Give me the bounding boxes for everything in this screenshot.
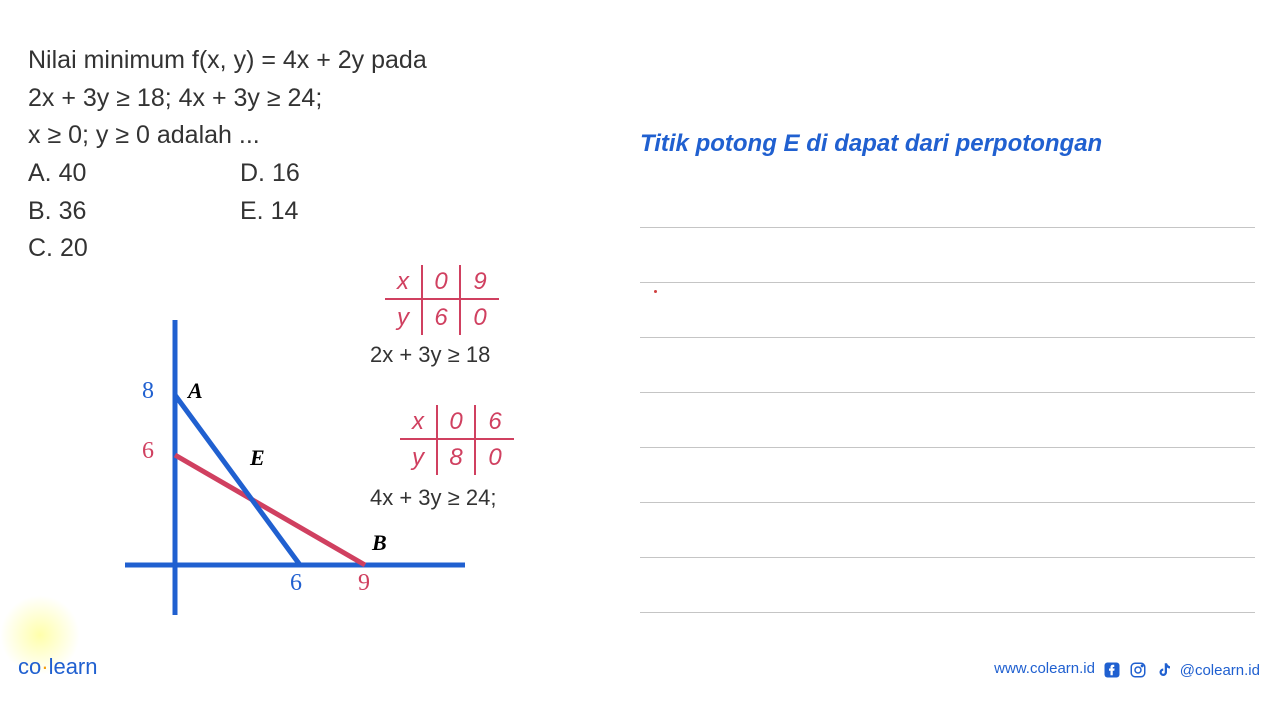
answer-e: E. 14 — [240, 193, 300, 231]
note-line — [640, 558, 1255, 613]
note-line — [640, 283, 1255, 338]
intercept-table-2: x 0 6 y 8 0 — [400, 405, 514, 475]
x-label-6: 6 — [290, 570, 302, 597]
note-line — [640, 228, 1255, 283]
footer: co·learn www.colearn.id @colearn.id — [0, 665, 1280, 705]
t1-x1: 0 — [423, 265, 461, 300]
instagram-icon — [1128, 660, 1148, 680]
problem-line2: 2x + 3y ≥ 18; 4x + 3y ≥ 24; — [28, 80, 427, 118]
problem-line1: Nilai minimum f(x, y) = 4x + 2y pada — [28, 42, 427, 80]
constraint-line-2 — [175, 395, 300, 565]
answers-col1: A. 40 B. 36 C. 20 — [28, 155, 88, 268]
y-label-8: 8 — [142, 378, 154, 405]
problem-text: Nilai minimum f(x, y) = 4x + 2y pada 2x … — [28, 42, 427, 155]
social-handle: @colearn.id — [1180, 662, 1260, 679]
logo-learn: learn — [49, 654, 98, 679]
x-label-9: 9 — [358, 570, 370, 597]
answer-c: C. 20 — [28, 230, 88, 268]
problem-line3: x ≥ 0; y ≥ 0 adalah ... — [28, 117, 427, 155]
equation-2: 4x + 3y ≥ 24; — [370, 485, 496, 511]
t2-y-label: y — [400, 440, 438, 475]
logo-dot: · — [41, 654, 48, 679]
note-line — [640, 173, 1255, 228]
answer-b: B. 36 — [28, 193, 88, 231]
t1-y1: 6 — [423, 300, 461, 335]
equation-1: 2x + 3y ≥ 18 — [370, 342, 490, 368]
t2-x1: 0 — [438, 405, 476, 440]
intercept-table-1: x 0 9 y 6 0 — [385, 265, 499, 335]
t1-y-label: y — [385, 300, 423, 335]
constraint-line-1 — [175, 455, 365, 565]
note-line — [640, 338, 1255, 393]
notes-title: Titik potong E di dapat dari perpotongan — [640, 130, 1255, 158]
logo: co·learn — [18, 654, 98, 680]
note-line — [640, 448, 1255, 503]
t2-y2: 0 — [476, 440, 514, 475]
facebook-icon — [1102, 660, 1122, 680]
answers-col2: D. 16 E. 14 — [240, 155, 300, 230]
t2-x-label: x — [400, 405, 438, 440]
answer-d: D. 16 — [240, 155, 300, 193]
point-b-label: B — [372, 530, 387, 556]
t2-x2: 6 — [476, 405, 514, 440]
note-line — [640, 503, 1255, 558]
logo-co: co — [18, 654, 41, 679]
answer-a: A. 40 — [28, 155, 88, 193]
note-line — [640, 393, 1255, 448]
y-label-6: 6 — [142, 438, 154, 465]
t1-x-label: x — [385, 265, 423, 300]
notes-area: Titik potong E di dapat dari perpotongan — [640, 130, 1255, 613]
point-a-label: A — [188, 378, 203, 404]
tiktok-icon — [1154, 660, 1174, 680]
footer-social: @colearn.id — [1102, 660, 1260, 680]
cursor-dot — [654, 290, 657, 293]
t1-x2: 9 — [461, 265, 499, 300]
footer-url: www.colearn.id — [994, 660, 1095, 677]
point-e-label: E — [250, 445, 265, 471]
t1-y2: 0 — [461, 300, 499, 335]
t2-y1: 8 — [438, 440, 476, 475]
